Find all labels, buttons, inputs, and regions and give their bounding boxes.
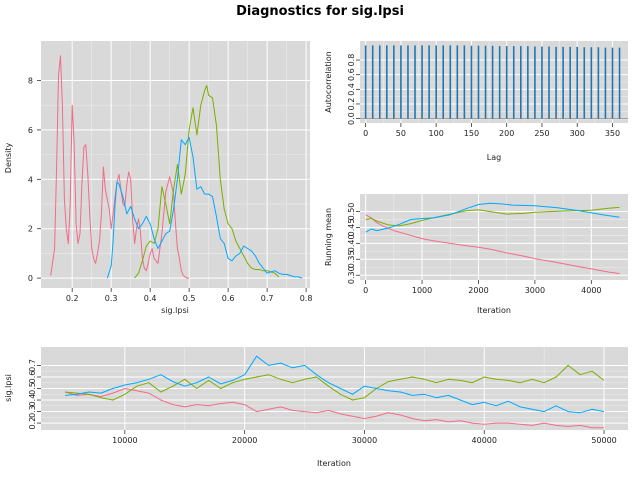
trace-y-label: sig.lpsi	[4, 374, 13, 402]
x-tick-label: 10000	[112, 436, 137, 445]
y-tick-label: 0.40	[347, 234, 356, 252]
trace-series-1	[64, 388, 604, 429]
y-tick-label: 0.5	[28, 382, 37, 395]
trace-x-label: Iteration	[317, 459, 351, 468]
autocorrelation-panel: 0 50 100 150 200 250 300 350 0.00.2 0.4 0.60.8 Lag…	[324, 41, 628, 162]
running-mean-plot-area	[360, 194, 628, 280]
x-tick-label: 30000	[352, 436, 377, 445]
x-tick-label: 20000	[232, 436, 257, 445]
x-tick-label: 1000	[412, 286, 432, 295]
y-tick-label: 4	[28, 175, 33, 184]
y-tick-label: 0.45	[347, 219, 356, 237]
x-tick-label: 3000	[525, 286, 545, 295]
x-tick-label: 0.6	[222, 294, 235, 303]
trace-series-3	[64, 355, 605, 414]
x-tick-label: 200	[499, 129, 514, 138]
x-tick-label: 150	[464, 129, 479, 138]
y-tick-label: 8	[28, 77, 33, 86]
running_mean-series-3	[365, 202, 620, 233]
x-tick-label: 50000	[591, 436, 616, 445]
acf-x-label: Lag	[487, 153, 501, 162]
y-tick-label: 2	[28, 225, 33, 234]
x-tick-label: 0.8	[300, 294, 313, 303]
figure-title: Diagnostics for sig.lpsi	[236, 4, 404, 19]
running_mean-series-1	[365, 214, 620, 275]
y-tick-label: 0.35	[347, 250, 356, 268]
x-tick-label: 0.5	[183, 294, 196, 303]
x-tick-label: 0	[363, 286, 368, 295]
x-tick-label: 2000	[468, 286, 488, 295]
density-series-2	[134, 85, 280, 279]
x-tick-label: 250	[534, 129, 549, 138]
x-tick-label: 50	[396, 129, 406, 138]
y-tick-label: 0.0	[347, 112, 356, 125]
x-tick-label: 350	[605, 129, 620, 138]
x-tick-label: 0	[363, 129, 368, 138]
x-tick-label: 0.3	[105, 294, 118, 303]
x-tick-label: 40000	[472, 436, 497, 445]
y-tick-label: 0.3	[28, 405, 37, 418]
x-tick-label: 4000	[581, 286, 601, 295]
x-tick-label: 0.7	[261, 294, 274, 303]
y-tick-label: 0.7	[28, 359, 37, 372]
density-series-3	[106, 136, 303, 279]
density-plot-area	[41, 41, 310, 288]
trace-series-2	[64, 364, 605, 401]
y-tick-label: 0.4	[28, 394, 37, 407]
running-mean-panel: 0 1000 2000 3000 4000 0.300.350.400.450.50 It…	[324, 194, 628, 315]
x-tick-label: 300	[570, 129, 585, 138]
y-tick-label: 0.30	[347, 266, 356, 284]
y-tick-label: 6	[28, 126, 33, 135]
x-tick-label: 0.4	[144, 294, 157, 303]
y-tick-label: 0.6	[28, 371, 37, 384]
y-tick-label: 0.4	[347, 83, 356, 96]
running_mean-series-2	[365, 206, 620, 227]
y-tick-label: 0.6	[347, 68, 356, 81]
running-mean-x-label: Iteration	[477, 306, 511, 315]
density-x-label: sig.lpsi	[161, 306, 189, 315]
running-mean-y-label: Running mean	[324, 208, 333, 266]
y-tick-label: 0.8	[347, 54, 356, 67]
density-y-label: Density	[4, 143, 13, 174]
acf-y-label: Autocorrelation	[324, 51, 333, 113]
trace-panel: 10000 20000 30000 40000 50000 0.20.30.40.50.6…	[4, 347, 628, 468]
x-tick-label: 100	[429, 129, 444, 138]
x-tick-label: 0.2	[66, 294, 79, 303]
y-tick-label: 0.2	[28, 417, 37, 430]
density-panel: 0.2 0.3 0.4 0.5 0.6 0.7 0.8 0 2 4 6 8 sig.lpsi Dens…	[4, 41, 312, 315]
y-tick-label: 0	[28, 274, 33, 283]
y-tick-label: 0.50	[347, 203, 356, 221]
y-tick-label: 0.2	[347, 98, 356, 111]
